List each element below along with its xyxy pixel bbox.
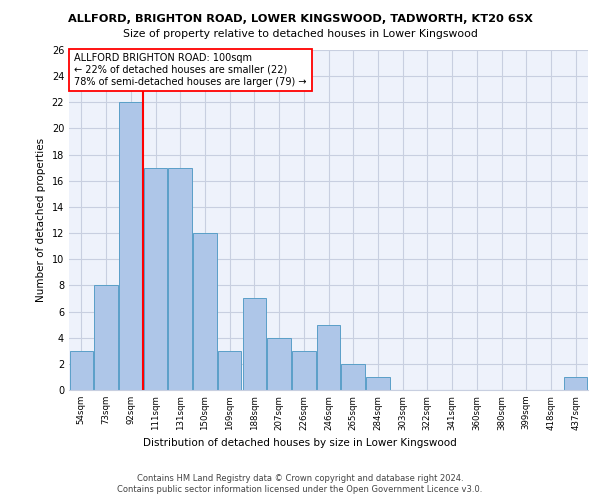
Bar [268,338,291,390]
Bar [341,364,365,390]
Bar [366,377,389,390]
Text: Contains public sector information licensed under the Open Government Licence v3: Contains public sector information licen… [118,485,482,494]
Bar [70,351,93,390]
Text: ALLFORD BRIGHTON ROAD: 100sqm
← 22% of detached houses are smaller (22)
78% of s: ALLFORD BRIGHTON ROAD: 100sqm ← 22% of d… [74,54,307,86]
Bar [218,351,241,390]
Bar [94,286,118,390]
Bar [317,324,340,390]
Text: ALLFORD, BRIGHTON ROAD, LOWER KINGSWOOD, TADWORTH, KT20 6SX: ALLFORD, BRIGHTON ROAD, LOWER KINGSWOOD,… [68,14,532,24]
Bar [119,102,143,390]
Bar [193,233,217,390]
Text: Distribution of detached houses by size in Lower Kingswood: Distribution of detached houses by size … [143,438,457,448]
Bar [144,168,167,390]
Bar [292,351,316,390]
Bar [242,298,266,390]
Bar [169,168,192,390]
Text: Contains HM Land Registry data © Crown copyright and database right 2024.: Contains HM Land Registry data © Crown c… [137,474,463,483]
Text: Size of property relative to detached houses in Lower Kingswood: Size of property relative to detached ho… [122,29,478,39]
Bar [564,377,587,390]
Y-axis label: Number of detached properties: Number of detached properties [36,138,46,302]
